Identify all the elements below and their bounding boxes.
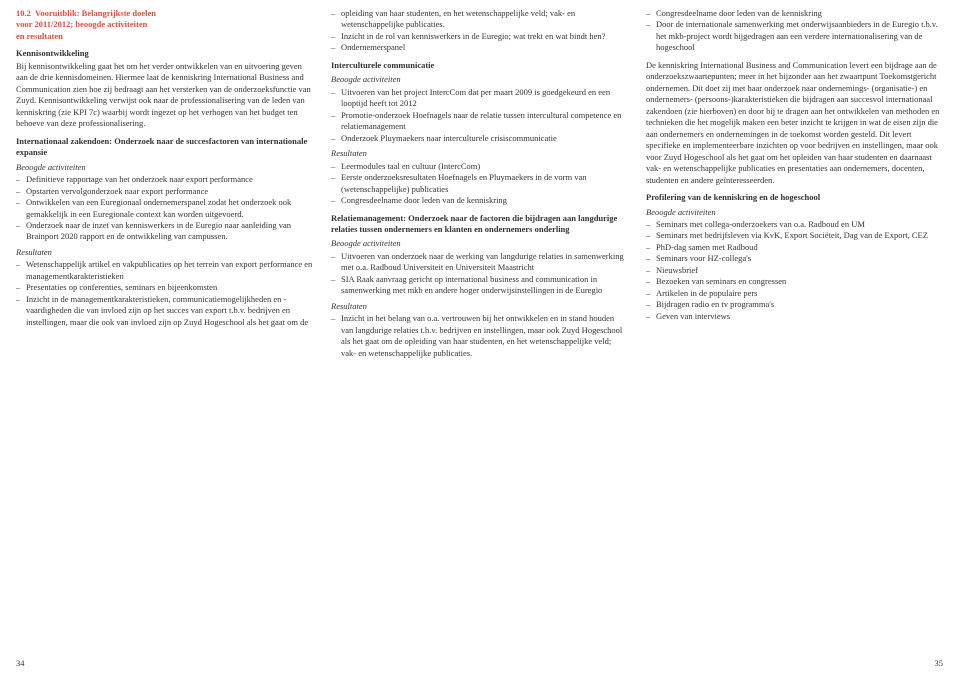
list-cont-col2: opleiding van haar studenten, en het wet… xyxy=(331,8,628,54)
heading-relatiemanagement: Relatiemanagement: Onderzoek naar de fac… xyxy=(331,213,628,236)
list-resultaten-1: Wetenschappelijk artikel en vakpublicati… xyxy=(16,259,313,328)
list-item: Geven van interviews xyxy=(646,311,943,322)
sub-beoogde-3: Beoogde activiteiten xyxy=(331,238,628,249)
para-kenniskring: De kenniskring International Business an… xyxy=(646,60,943,186)
section-title: 10.2 Vooruitblik: Belangrijkste doelen v… xyxy=(16,8,313,42)
list-item: Door de internationale samenwerking met … xyxy=(646,19,943,53)
list-item: Eerste onderzoeksresultaten Hoefnagels e… xyxy=(331,172,628,195)
list-item: Onderzoek Pluymaekers naar interculturel… xyxy=(331,133,628,144)
list-cont-col3: Congresdeelname door leden van de kennis… xyxy=(646,8,943,54)
list-resultaten-2: Leermodules taal en cultuur (IntercCom) … xyxy=(331,161,628,207)
list-beoogde-4: Seminars met collega-onderzoekers van o.… xyxy=(646,219,943,322)
section-number: 10.2 xyxy=(16,8,31,18)
page-spread: 10.2 Vooruitblik: Belangrijkste doelen v… xyxy=(0,0,959,371)
list-item: Ontwikkelen van een Euregionaal ondernem… xyxy=(16,197,313,220)
list-beoogde-1: Definitieve rapportage van het onderzoek… xyxy=(16,174,313,243)
list-item: Bijdragen radio en tv programma's xyxy=(646,299,943,310)
list-item: Leermodules taal en cultuur (IntercCom) xyxy=(331,161,628,172)
list-item: Presentaties op conferenties, seminars e… xyxy=(16,282,313,293)
list-item: Ondernemerspanel xyxy=(331,42,628,53)
list-beoogde-2: Uitvoeren van het project IntercCom dat … xyxy=(331,87,628,144)
heading-profilering: Profilering van de kenniskring en de hog… xyxy=(646,192,943,203)
heading-internationaal: Internationaal zakendoen: Onderzoek naar… xyxy=(16,136,313,159)
list-item: Uitvoeren van het project IntercCom dat … xyxy=(331,87,628,110)
list-item: PhD-dag samen met Radboud xyxy=(646,242,943,253)
column-1: 10.2 Vooruitblik: Belangrijkste doelen v… xyxy=(16,8,313,363)
list-item: Onderzoek naar de inzet van kenniswerker… xyxy=(16,220,313,243)
list-item: Congresdeelname door leden van de kennis… xyxy=(646,8,943,19)
page-number-right: 35 xyxy=(935,658,944,669)
sub-beoogde-1: Beoogde activiteiten xyxy=(16,162,313,173)
list-text: opleiding van haar studenten, en het wet… xyxy=(341,8,575,29)
column-2: opleiding van haar studenten, en het wet… xyxy=(331,8,628,363)
sub-beoogde-2: Beoogde activiteiten xyxy=(331,74,628,85)
sub-resultaten-1: Resultaten xyxy=(16,247,313,258)
section-title-l2: voor 2011/2012; beoogde activiteiten xyxy=(16,19,147,29)
list-beoogde-3: Uitvoeren van onderzoek naar de werking … xyxy=(331,251,628,297)
list-item: opleiding van haar studenten, en het wet… xyxy=(331,8,628,31)
list-item: Seminars met bedrijfsleven via KvK, Expo… xyxy=(646,230,943,241)
list-item: Congresdeelname door leden van de kennis… xyxy=(331,195,628,206)
sub-resultaten-3: Resultaten xyxy=(331,301,628,312)
list-item: Opstarten vervolgonderzoek naar export p… xyxy=(16,186,313,197)
list-item: SIA Raak aanvraag gericht op internation… xyxy=(331,274,628,297)
column-3: Congresdeelname door leden van de kennis… xyxy=(646,8,943,363)
list-item: Inzicht in de managementkarakteristieken… xyxy=(16,294,313,328)
para-kennisontwikkeling: Bij kennisontwikkeling gaat het om het v… xyxy=(16,61,313,130)
section-title-l3: en resultaten xyxy=(16,31,63,41)
list-item: Definitieve rapportage van het onderzoek… xyxy=(16,174,313,185)
heading-kennisontwikkeling: Kennisontwikkeling xyxy=(16,48,313,59)
list-item: Wetenschappelijk artikel en vakpublicati… xyxy=(16,259,313,282)
list-item: Uitvoeren van onderzoek naar de werking … xyxy=(331,251,628,274)
list-item: Seminars voor HZ-collega's xyxy=(646,253,943,264)
list-item: Seminars met collega-onderzoekers van o.… xyxy=(646,219,943,230)
list-resultaten-3: Inzicht in het belang van o.a. vertrouwe… xyxy=(331,313,628,359)
list-item: Inzicht in het belang van o.a. vertrouwe… xyxy=(331,313,628,359)
sub-resultaten-2: Resultaten xyxy=(331,148,628,159)
sub-beoogde-4: Beoogde activiteiten xyxy=(646,207,943,218)
list-item: Artikelen in de populaire pers xyxy=(646,288,943,299)
list-item: Bezoeken van seminars en congressen xyxy=(646,276,943,287)
page-number-left: 34 xyxy=(16,658,25,669)
list-item: Nieuwsbrief xyxy=(646,265,943,276)
list-item: Inzicht in de rol van kenniswerkers in d… xyxy=(331,31,628,42)
list-item: Promotie-onderzoek Hoefnagels naar de re… xyxy=(331,110,628,133)
section-title-l1: Vooruitblik: Belangrijkste doelen xyxy=(35,8,156,18)
heading-interculturele: Interculturele communicatie xyxy=(331,60,628,71)
